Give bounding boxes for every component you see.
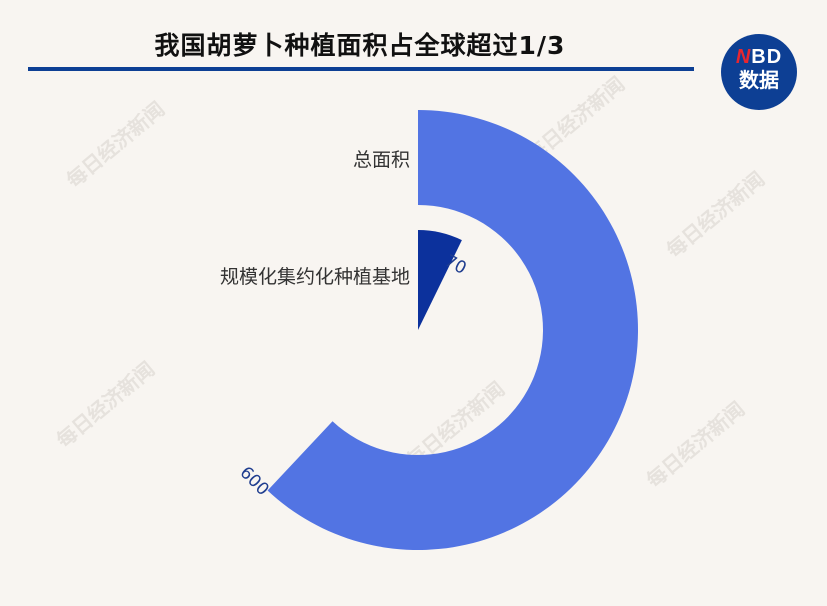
category-label-1: 规模化集约化种植基地	[220, 266, 410, 288]
data-label-0: 600	[236, 463, 273, 500]
bar-1	[418, 230, 462, 330]
watermark-text: 每日经济新闻	[662, 167, 769, 263]
watermark-text: 每日经济新闻	[52, 357, 159, 453]
category-label-0: 总面积	[353, 149, 410, 171]
bar-0	[267, 110, 639, 550]
chart-title: 我国胡萝卜种植面积占全球超过1/3	[154, 31, 566, 60]
nbd-logo: NBD 数据	[721, 34, 797, 110]
title-rule	[28, 67, 694, 71]
watermark-text: 每日经济新闻	[642, 397, 749, 493]
watermark-text: 每日经济新闻	[62, 97, 169, 193]
